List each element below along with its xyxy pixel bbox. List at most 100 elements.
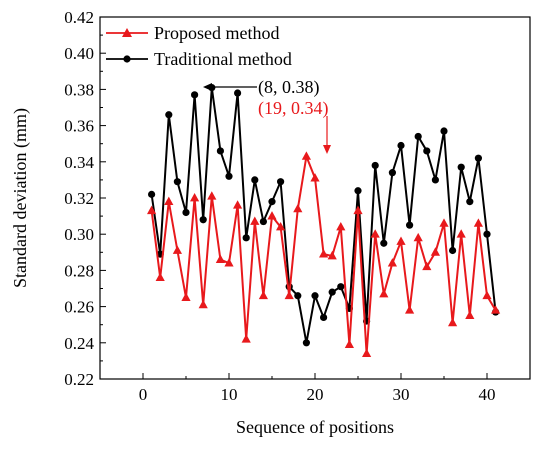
series-proposed — [147, 151, 501, 358]
data-point — [456, 229, 466, 238]
annotation-red: (19, 0.34) — [258, 98, 331, 154]
data-point — [413, 232, 423, 242]
data-point — [473, 218, 483, 227]
data-point — [198, 299, 208, 309]
data-point — [354, 187, 362, 195]
x-axis-label: Sequence of positions — [236, 417, 394, 437]
data-point — [336, 221, 346, 231]
annotation-black: (8, 0.38) — [203, 77, 320, 98]
series-traditional — [148, 83, 500, 347]
y-tick-label: 0.40 — [64, 44, 94, 63]
data-point — [148, 190, 156, 198]
data-point — [370, 229, 380, 238]
data-point — [267, 211, 277, 220]
data-point — [284, 290, 294, 300]
data-point — [353, 205, 363, 215]
y-tick-label: 0.34 — [64, 153, 94, 172]
data-point — [294, 292, 302, 300]
legend-marker-proposed — [122, 28, 132, 37]
data-point — [388, 169, 396, 177]
data-point — [448, 317, 458, 327]
x-tick-label: 40 — [479, 385, 496, 404]
data-point — [344, 339, 354, 349]
data-point — [182, 208, 190, 217]
data-point — [397, 141, 405, 150]
data-point — [371, 161, 379, 170]
data-point — [466, 198, 474, 206]
data-point — [405, 305, 415, 314]
data-point — [276, 221, 286, 231]
data-point — [319, 249, 329, 258]
data-point — [327, 250, 337, 260]
data-point — [439, 218, 449, 227]
legend-marker-traditional — [123, 55, 131, 63]
data-point — [207, 191, 217, 200]
data-point — [328, 288, 336, 296]
y-axis-label: Standard deviation (mm) — [10, 108, 31, 288]
data-point — [457, 163, 465, 171]
y-tick-label: 0.28 — [64, 261, 94, 280]
data-point — [310, 173, 320, 182]
data-point — [465, 310, 475, 320]
x-tick-label: 30 — [393, 385, 410, 404]
data-point — [268, 198, 276, 206]
annotation-red-label: (19, 0.34) — [258, 98, 329, 119]
annotation-black-arrowhead — [203, 83, 212, 91]
data-point — [173, 178, 181, 186]
data-point — [259, 217, 267, 226]
data-point — [380, 239, 388, 247]
data-point — [165, 111, 173, 119]
data-point — [190, 193, 200, 202]
data-point — [242, 234, 250, 242]
data-point — [181, 292, 191, 301]
data-point — [199, 216, 207, 224]
y-tick-label: 0.22 — [64, 370, 94, 389]
data-point — [449, 246, 457, 255]
data-point — [233, 200, 243, 209]
axis-ticks: 0 10 20 30 40 0.22 0.24 0.26 0.28 0.30 0.32 0.34 0.3… — [64, 8, 531, 404]
data-point — [225, 172, 233, 180]
data-point — [483, 230, 491, 238]
data-point — [172, 245, 182, 254]
data-point — [414, 132, 422, 141]
x-tick-label: 20 — [307, 385, 324, 404]
annotation-black-label: (8, 0.38) — [258, 77, 320, 98]
data-point — [423, 147, 431, 155]
data-point — [293, 203, 303, 213]
y-tick-label: 0.42 — [64, 8, 94, 27]
data-point — [301, 151, 311, 160]
data-point — [191, 91, 199, 99]
annotation-red-arrowhead — [323, 145, 331, 154]
data-point — [155, 272, 165, 282]
data-point — [251, 176, 259, 184]
x-tick-label: 10 — [221, 385, 238, 404]
data-point — [258, 290, 268, 300]
legend-label-traditional: Traditional method — [154, 49, 292, 69]
data-point — [440, 127, 448, 135]
legend: Proposed method Traditional method — [106, 23, 292, 69]
data-point — [147, 205, 157, 215]
data-point — [387, 258, 397, 267]
data-point — [491, 305, 501, 314]
data-point — [431, 176, 439, 184]
data-point — [215, 254, 225, 263]
data-point — [379, 288, 389, 298]
data-point — [422, 261, 432, 271]
data-point — [337, 283, 345, 291]
data-point — [396, 236, 406, 245]
data-point — [234, 89, 242, 97]
x-tick-label: 0 — [139, 385, 148, 404]
legend-label-proposed: Proposed method — [154, 23, 280, 43]
data-point — [406, 221, 414, 229]
data-point — [320, 313, 328, 322]
y-tick-label: 0.26 — [64, 298, 94, 317]
data-point — [241, 334, 251, 343]
y-tick-label: 0.38 — [64, 80, 94, 99]
data-point — [164, 196, 174, 206]
data-point — [430, 247, 440, 256]
y-tick-label: 0.32 — [64, 189, 94, 208]
data-point — [216, 147, 224, 155]
data-point — [224, 258, 234, 267]
data-point — [362, 348, 372, 358]
